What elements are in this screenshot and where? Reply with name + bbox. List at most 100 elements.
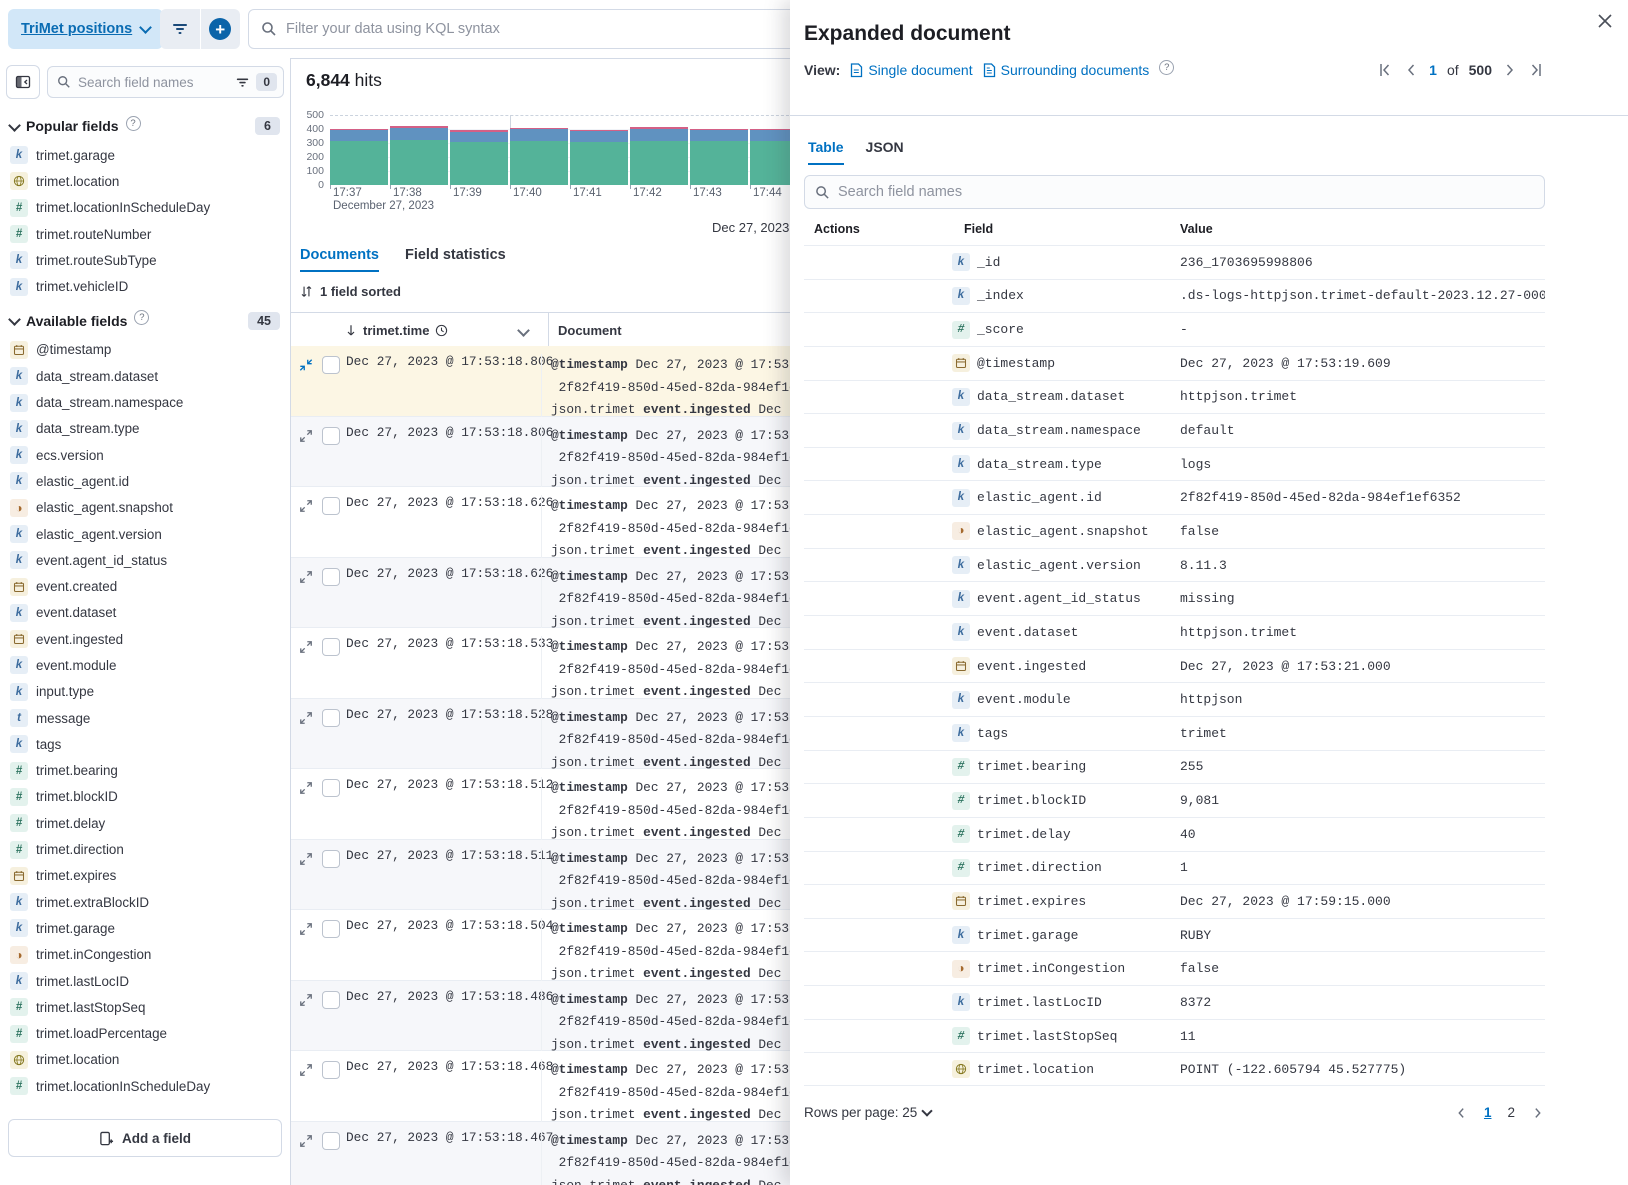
rows-per-page-button[interactable]: Rows per page: 25: [804, 1105, 931, 1120]
chart-plot-area[interactable]: [330, 115, 814, 185]
expand-document-icon[interactable]: [299, 1063, 313, 1077]
expand-document-icon[interactable]: [299, 570, 313, 584]
section-header-popular-fields[interactable]: Popular fields?6: [0, 105, 290, 142]
field-filter-icon[interactable]: [236, 76, 249, 89]
field-item[interactable]: #trimet.routeNumber: [0, 221, 290, 247]
field-item[interactable]: ktrimet.lastLocID: [0, 968, 290, 994]
field-item[interactable]: kelastic_agent.id: [0, 468, 290, 494]
field-item[interactable]: kevent.agent_id_status: [0, 547, 290, 573]
histogram-bar[interactable]: [570, 130, 628, 185]
last-page-icon[interactable]: [1528, 62, 1544, 78]
histogram-bar[interactable]: [510, 128, 568, 185]
flyout-field-search[interactable]: Search field names: [804, 175, 1545, 209]
field-item[interactable]: #trimet.delay: [0, 810, 290, 836]
tab-json[interactable]: JSON: [866, 139, 904, 165]
histogram-bar[interactable]: [330, 129, 388, 185]
expand-document-icon[interactable]: [299, 1134, 313, 1148]
field-item[interactable]: #trimet.loadPercentage: [0, 1021, 290, 1047]
field-item[interactable]: ◑elastic_agent.snapshot: [0, 495, 290, 521]
field-item[interactable]: kevent.module: [0, 652, 290, 678]
document-column-header[interactable]: Document: [548, 313, 622, 347]
field-item[interactable]: trimet.location: [0, 1047, 290, 1073]
row-checkbox[interactable]: [322, 638, 340, 656]
field-item[interactable]: kdata_stream.type: [0, 416, 290, 442]
previous-page-icon[interactable]: [1454, 1106, 1468, 1120]
row-checkbox[interactable]: [322, 1132, 340, 1150]
row-checkbox[interactable]: [322, 850, 340, 868]
row-checkbox[interactable]: [322, 1061, 340, 1079]
expand-document-icon[interactable]: [299, 993, 313, 1007]
row-checkbox[interactable]: [322, 427, 340, 445]
field-item[interactable]: ktrimet.extraBlockID: [0, 889, 290, 915]
row-checkbox[interactable]: [322, 356, 340, 374]
time-column-header[interactable]: trimet.time: [345, 313, 448, 347]
expand-document-icon[interactable]: [299, 429, 313, 443]
section-header-available-fields[interactable]: Available fields?45: [0, 300, 290, 337]
field-item[interactable]: #trimet.lastStopSeq: [0, 994, 290, 1020]
row-checkbox[interactable]: [322, 568, 340, 586]
field-item[interactable]: ◑trimet.inCongestion: [0, 942, 290, 968]
histogram-bar[interactable]: [390, 126, 448, 185]
close-icon[interactable]: [1598, 14, 1612, 28]
field-item[interactable]: kinput.type: [0, 679, 290, 705]
single-document-link[interactable]: Single document: [850, 62, 972, 78]
sorted-fields-button[interactable]: 1 field sorted: [300, 284, 401, 299]
histogram-bar[interactable]: [630, 127, 688, 185]
histogram-bar[interactable]: [690, 129, 748, 185]
surrounding-documents-link[interactable]: Surrounding documents: [983, 62, 1150, 78]
field-item[interactable]: event.ingested: [0, 626, 290, 652]
field-item[interactable]: ktrimet.garage: [0, 915, 290, 941]
field-item[interactable]: ktrimet.vehicleID: [0, 273, 290, 299]
field-item[interactable]: ktags: [0, 731, 290, 757]
next-page-icon[interactable]: [1531, 1106, 1545, 1120]
field-item[interactable]: kecs.version: [0, 442, 290, 468]
first-page-icon[interactable]: [1377, 62, 1393, 78]
field-item[interactable]: ktrimet.routeSubType: [0, 247, 290, 273]
collapse-document-icon[interactable]: [299, 358, 313, 372]
data-view-picker[interactable]: TriMet positions: [8, 9, 163, 49]
field-item[interactable]: tmessage: [0, 705, 290, 731]
add-field-button[interactable]: Add a field: [8, 1119, 282, 1157]
field-item[interactable]: ktrimet.garage: [0, 142, 290, 168]
field-item[interactable]: #trimet.bearing: [0, 758, 290, 784]
field-item[interactable]: #trimet.locationInScheduleDay: [0, 1073, 290, 1099]
page-1-button[interactable]: 1: [1484, 1105, 1492, 1120]
expand-document-icon[interactable]: [299, 852, 313, 866]
field-item[interactable]: #trimet.direction: [0, 836, 290, 862]
field-item[interactable]: #trimet.locationInScheduleDay: [0, 195, 290, 221]
row-checkbox[interactable]: [322, 920, 340, 938]
row-checkbox[interactable]: [322, 991, 340, 1009]
field-item[interactable]: @timestamp: [0, 337, 290, 363]
page-2-button[interactable]: 2: [1507, 1105, 1515, 1120]
histogram-bar[interactable]: [450, 130, 508, 185]
time-column-menu-chevron[interactable]: [517, 324, 530, 337]
field-item[interactable]: #trimet.blockID: [0, 784, 290, 810]
fields-sidebar: Search field names 0 Popular fields?6ktr…: [0, 58, 291, 1185]
field-search-input[interactable]: Search field names 0: [47, 66, 284, 98]
field-item[interactable]: kdata_stream.dataset: [0, 363, 290, 389]
filters-button[interactable]: [160, 9, 200, 49]
field-item[interactable]: trimet.location: [0, 168, 290, 194]
help-icon[interactable]: ?: [1159, 60, 1174, 75]
tab-documents[interactable]: Documents: [300, 247, 379, 272]
expand-document-icon[interactable]: [299, 781, 313, 795]
field-item[interactable]: kdata_stream.namespace: [0, 389, 290, 415]
tab-table[interactable]: Table: [808, 139, 844, 165]
field-item[interactable]: event.created: [0, 573, 290, 599]
field-item[interactable]: kelastic_agent.version: [0, 521, 290, 547]
add-filter-button[interactable]: +: [200, 9, 241, 49]
expand-document-icon[interactable]: [299, 499, 313, 513]
expand-document-icon[interactable]: [299, 711, 313, 725]
row-checkbox[interactable]: [322, 497, 340, 515]
tab-field-statistics[interactable]: Field statistics: [405, 247, 506, 272]
field-item[interactable]: trimet.expires: [0, 863, 290, 889]
row-checkbox[interactable]: [322, 709, 340, 727]
next-page-icon[interactable]: [1502, 62, 1518, 78]
collapse-sidebar-button[interactable]: [6, 65, 40, 99]
field-item[interactable]: kevent.dataset: [0, 600, 290, 626]
expand-document-icon[interactable]: [299, 640, 313, 654]
number-field-icon: #: [952, 321, 970, 339]
expand-document-icon[interactable]: [299, 922, 313, 936]
previous-page-icon[interactable]: [1403, 62, 1419, 78]
row-checkbox[interactable]: [322, 779, 340, 797]
